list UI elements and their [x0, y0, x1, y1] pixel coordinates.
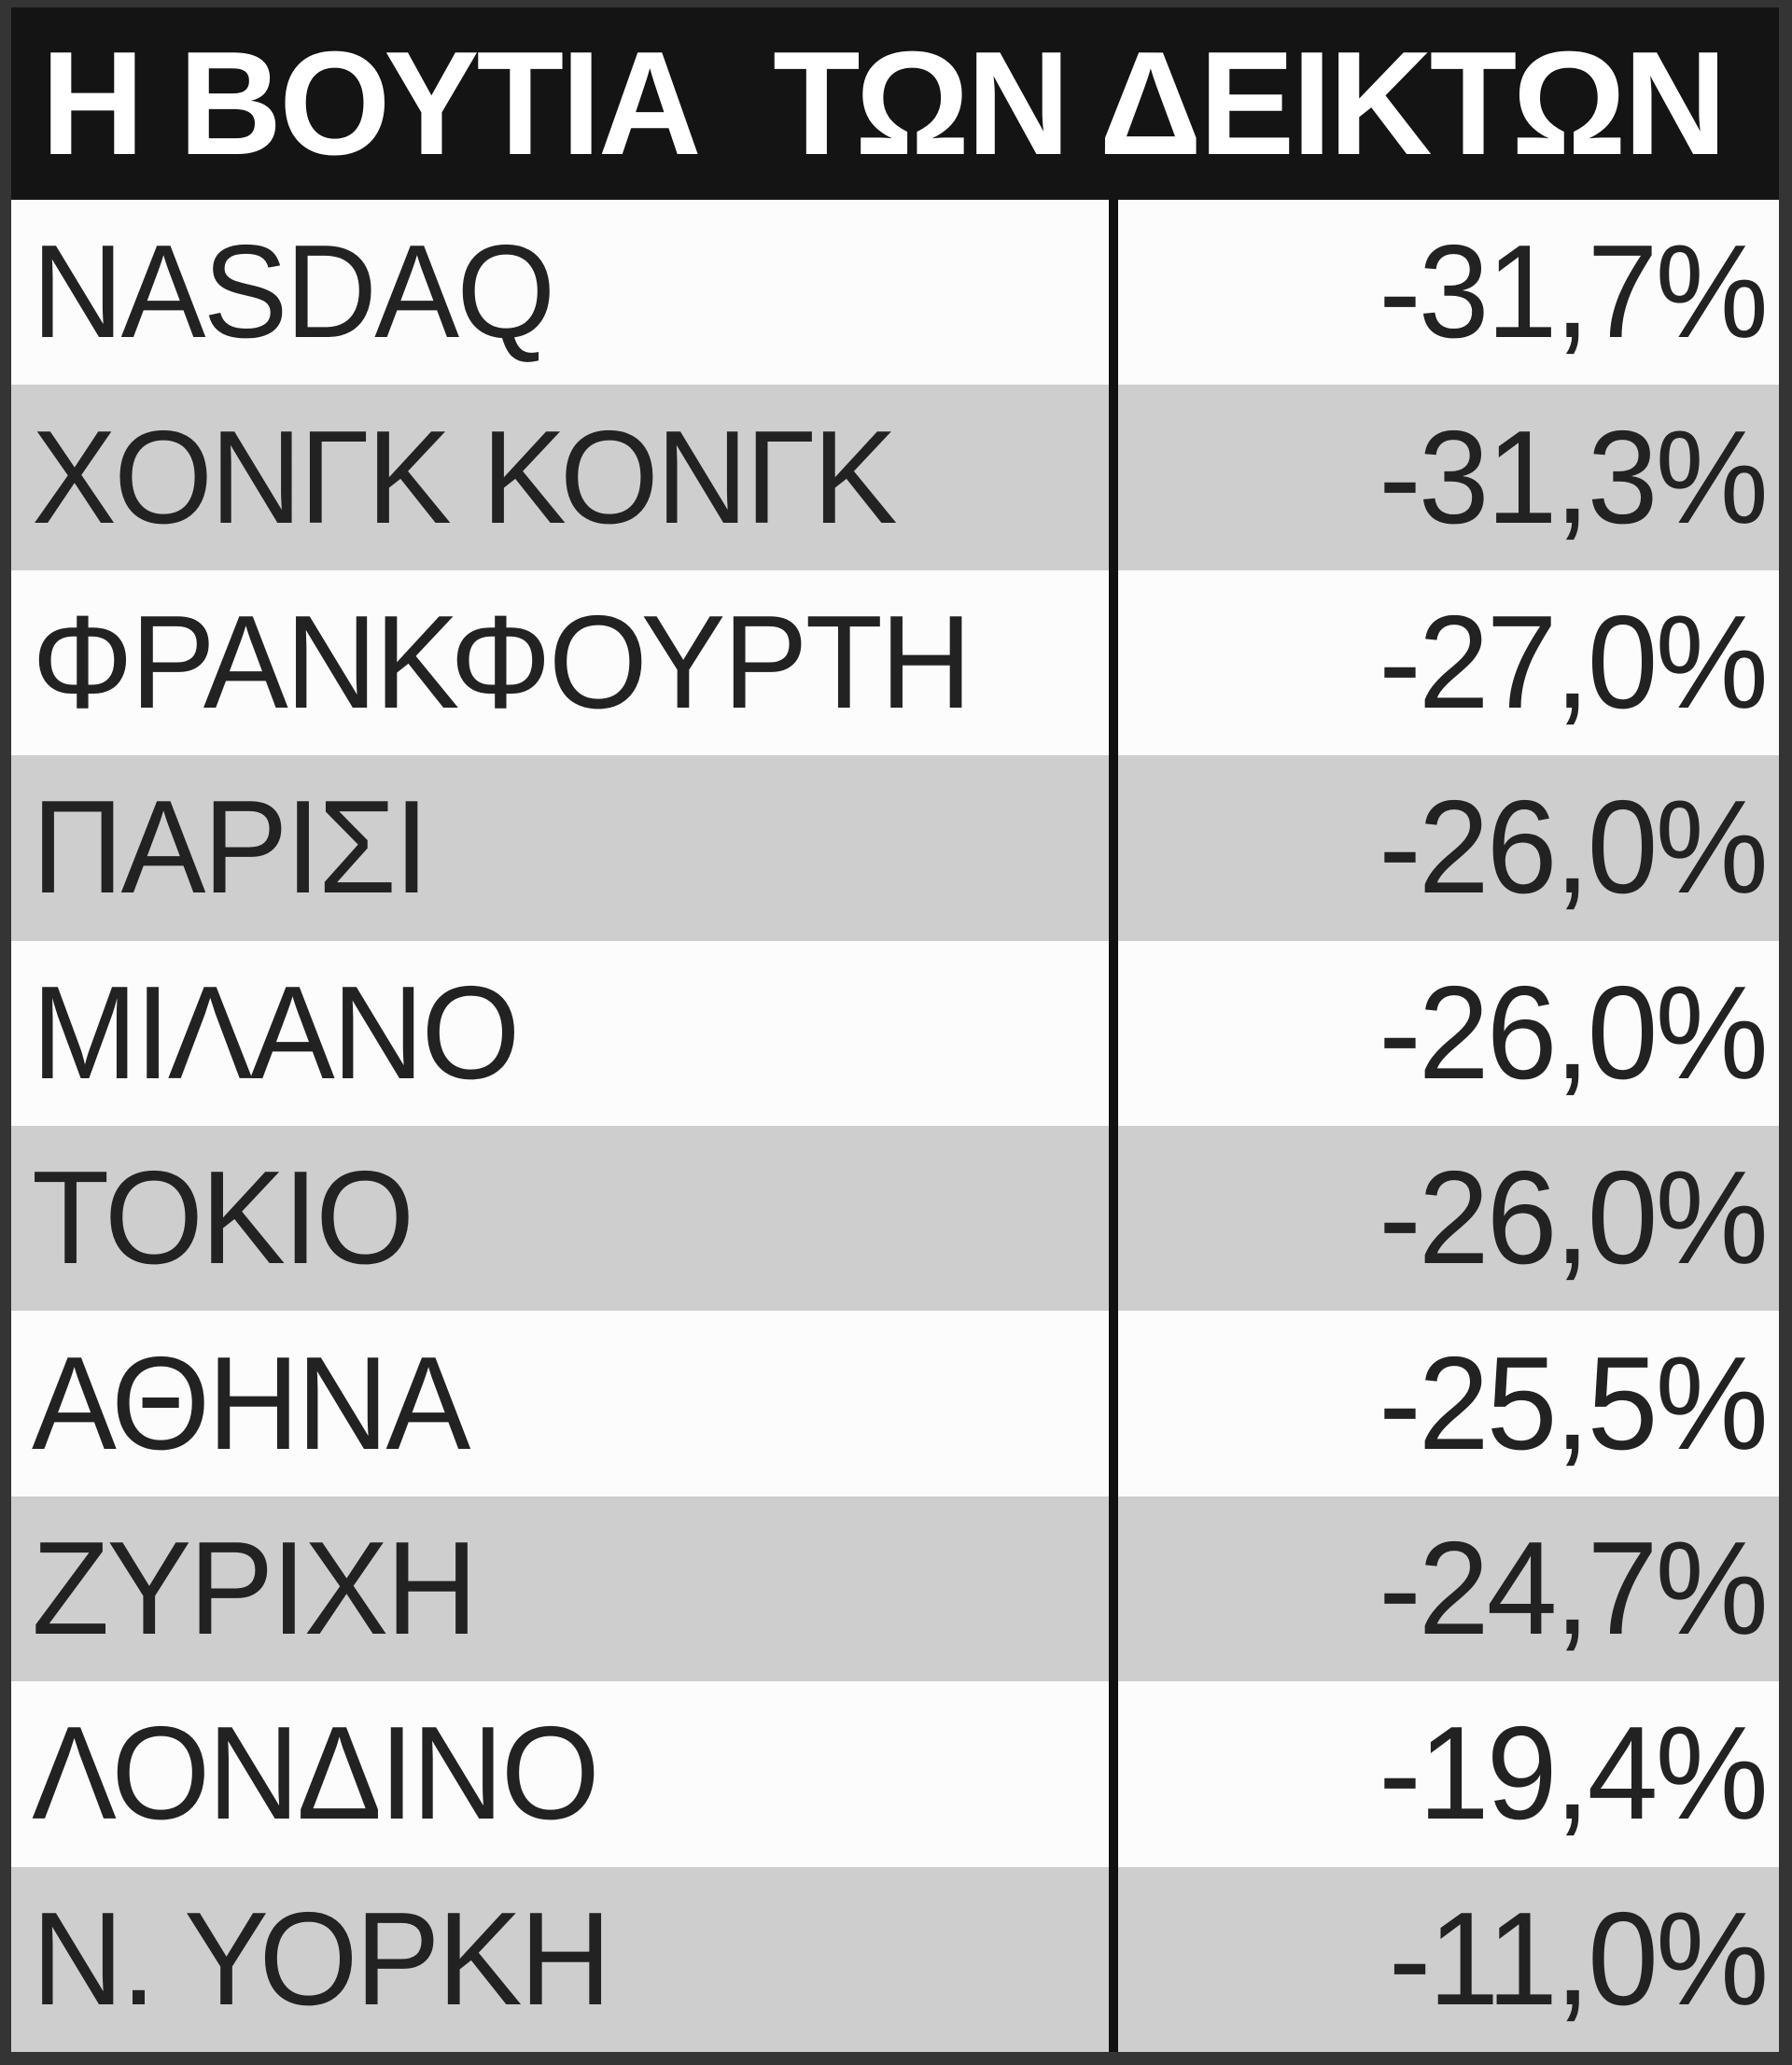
table-row: NASDAQ -31,7% — [11, 200, 1779, 386]
table-row: ΜΙΛΑΝΟ -26,0% — [11, 940, 1779, 1127]
index-change: -31,7% — [1379, 218, 1769, 367]
index-change-cell: -31,7% — [1118, 200, 1779, 385]
table-title-bar: Η ΒΟΥΤΙΑ ΤΩΝ ΔΕΙΚΤΩΝ — [11, 7, 1779, 200]
index-change-cell: -26,0% — [1118, 941, 1779, 1126]
index-name: ΤΟΚΙΟ — [32, 1144, 414, 1293]
table-row: ΛΟΝΔΙΝΟ -19,4% — [11, 1681, 1779, 1867]
table-row: ΦΡΑΝΚΦΟΥΡΤΗ -27,0% — [11, 569, 1779, 756]
table-row: Ν. ΥΟΡΚΗ -11,0% — [11, 1866, 1779, 2053]
index-name-cell: ΖΥΡΙΧΗ — [11, 1496, 1118, 1682]
index-change: -26,0% — [1379, 773, 1769, 922]
table-row: ΖΥΡΙΧΗ -24,7% — [11, 1496, 1779, 1682]
index-name: ΜΙΛΑΝΟ — [32, 958, 521, 1107]
index-name: Ν. ΥΟΡΚΗ — [32, 1884, 611, 2033]
index-name: ΧΟΝΓΚ ΚΟΝΓΚ — [32, 402, 898, 552]
index-change: -26,0% — [1379, 1144, 1769, 1293]
table-row: ΑΘΗΝΑ -25,5% — [11, 1311, 1779, 1496]
index-name-cell: ΜΙΛΑΝΟ — [11, 940, 1118, 1127]
table-row: ΧΟΝΓΚ ΚΟΝΓΚ -31,3% — [11, 385, 1779, 570]
index-change-cell: -27,0% — [1118, 570, 1779, 755]
table-title: Η ΒΟΥΤΙΑ ΤΩΝ ΔΕΙΚΤΩΝ — [41, 21, 1727, 186]
index-name-cell: Ν. ΥΟΡΚΗ — [11, 1866, 1118, 2053]
index-change: -19,4% — [1379, 1699, 1769, 1848]
index-name: ΛΟΝΔΙΝΟ — [32, 1699, 600, 1848]
index-name-cell: NASDAQ — [11, 200, 1118, 386]
index-name: ΖΥΡΙΧΗ — [32, 1514, 478, 1664]
index-change: -27,0% — [1379, 588, 1769, 738]
index-change-cell: -26,0% — [1118, 755, 1779, 940]
index-change: -25,5% — [1379, 1328, 1769, 1478]
index-name-cell: ΤΟΚΙΟ — [11, 1126, 1118, 1312]
index-name: ΠΑΡΙΣΙ — [32, 773, 429, 922]
table-row: ΠΑΡΙΣΙ -26,0% — [11, 755, 1779, 941]
index-change: -24,7% — [1379, 1514, 1769, 1664]
index-name-cell: ΑΘΗΝΑ — [11, 1311, 1118, 1496]
index-change-cell: -25,5% — [1118, 1311, 1779, 1496]
index-name: ΦΡΑΝΚΦΟΥΡΤΗ — [32, 588, 973, 738]
index-change: -26,0% — [1379, 958, 1769, 1107]
table-row: ΤΟΚΙΟ -26,0% — [11, 1126, 1779, 1312]
index-name-cell: ΠΑΡΙΣΙ — [11, 755, 1118, 941]
index-change: -11,0% — [1388, 1884, 1768, 2033]
index-name: ΑΘΗΝΑ — [32, 1328, 470, 1478]
index-change-cell: -26,0% — [1118, 1126, 1779, 1311]
index-change-cell: -11,0% — [1118, 1867, 1779, 2052]
index-change: -31,3% — [1379, 402, 1769, 552]
index-change-cell: -19,4% — [1118, 1681, 1779, 1866]
indices-table: NASDAQ -31,7% ΧΟΝΓΚ ΚΟΝΓΚ -31,3% ΦΡΑΝΚΦΟ… — [11, 200, 1779, 2053]
index-change-cell: -24,7% — [1118, 1496, 1779, 1681]
index-name: NASDAQ — [32, 218, 555, 367]
index-name-cell: ΦΡΑΝΚΦΟΥΡΤΗ — [11, 569, 1118, 756]
index-change-cell: -31,3% — [1118, 385, 1779, 569]
index-name-cell: ΧΟΝΓΚ ΚΟΝΓΚ — [11, 385, 1118, 570]
index-name-cell: ΛΟΝΔΙΝΟ — [11, 1681, 1118, 1867]
